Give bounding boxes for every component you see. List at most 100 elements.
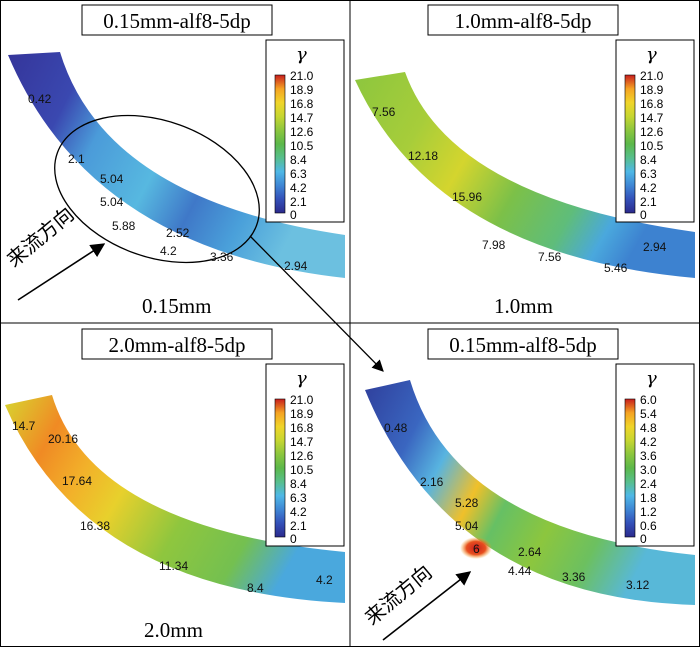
panel-3-value: 4.2: [316, 573, 333, 587]
legend-tick: 4.8: [640, 421, 657, 435]
legend-tick: 8.4: [290, 477, 307, 491]
panel-3-value: 16.38: [80, 519, 110, 533]
panel-4-title: 0.15mm-alf8-5dp: [449, 333, 597, 357]
panel-4-hotspot: [460, 537, 492, 559]
panel-2: 1.0mm-alf8-5dp 7.56 12.18 15.96 7.98 7.5…: [355, 4, 695, 318]
panel-4-value: 5.28: [455, 496, 479, 510]
legend-tick: 21.0: [290, 393, 314, 407]
legend-tick: 4.2: [640, 181, 657, 195]
panel-1-value: 3.36: [210, 250, 234, 264]
panel-3-value: 14.7: [12, 419, 36, 433]
panel-3-title: 2.0mm-alf8-5dp: [108, 333, 245, 357]
legend-tick: 2.1: [290, 519, 307, 533]
panel-1-caption: 0.15mm: [142, 294, 211, 318]
legend-tick: 12.6: [290, 449, 314, 463]
panel-1-flow-label: 来流方向: [2, 202, 79, 272]
panel-4-colorbar: [624, 398, 636, 538]
legend-tick: 16.8: [290, 421, 314, 435]
legend-tick: 5.4: [640, 407, 657, 421]
panel-2-value: 15.96: [452, 190, 482, 204]
panel-3-legend-symbol: γ: [296, 368, 307, 389]
legend-tick: 6.3: [640, 167, 657, 181]
panel-1-value: 2.94: [284, 259, 308, 273]
panel-3-value: 11.34: [159, 559, 188, 573]
legend-tick: 6.3: [290, 491, 307, 505]
panel-4-value: 3.36: [562, 570, 586, 584]
legend-tick: 14.7: [290, 111, 314, 125]
zoom-connector-arrow: [249, 235, 384, 372]
panel-2-value: 7.56: [372, 105, 396, 119]
panel-4-value: 2.64: [518, 545, 542, 559]
panel-4-value: 5.04: [455, 519, 479, 533]
panel-4-value: 4.44: [508, 564, 532, 578]
panel-2-caption: 1.0mm: [494, 294, 553, 318]
panel-4-title-box: [427, 328, 619, 360]
legend-tick: 6.3: [290, 167, 307, 181]
legend-tick: 21.0: [290, 69, 314, 83]
panel-2-value: 5.46: [604, 261, 628, 275]
panel-1-value: 0.42: [28, 92, 52, 106]
legend-tick: 3.6: [640, 449, 657, 463]
panel-1-legend-symbol: γ: [296, 44, 307, 65]
panel-1-legend-ticks: 21.0 18.9 16.8 14.7 12.6 10.5 8.4 6.3 4.…: [290, 69, 314, 222]
legend-tick: 10.5: [640, 139, 664, 153]
legend-tick: 18.9: [640, 83, 664, 97]
panel-2-title: 1.0mm-alf8-5dp: [454, 9, 591, 33]
legend-tick: 18.9: [290, 407, 314, 421]
legend-tick: 1.2: [640, 505, 657, 519]
legend-tick: 2.4: [640, 477, 657, 491]
legend-tick: 14.7: [640, 111, 664, 125]
panel-2-value: 7.56: [538, 250, 562, 264]
panel-4-legend-symbol: γ: [646, 368, 657, 389]
panel-4-value: 3.12: [626, 578, 650, 592]
panel-2-legend-ticks: 21.0 18.9 16.8 14.7 12.6 10.5 8.4 6.3 4.…: [640, 69, 664, 222]
legend-tick: 4.2: [290, 505, 307, 519]
panel-1-value: 4.2: [160, 244, 177, 258]
panel-3-colorbar: [274, 398, 286, 538]
panel-1-value: 5.04: [100, 195, 124, 209]
legend-tick: 0: [290, 208, 297, 222]
legend-tick: 16.8: [290, 97, 314, 111]
panel-4-flow-arrow: [382, 571, 472, 641]
panel-1-value: 5.04: [100, 172, 124, 186]
legend-tick: 18.9: [290, 83, 314, 97]
legend-tick: 14.7: [290, 435, 314, 449]
legend-tick: 8.4: [640, 153, 657, 167]
legend-tick: 0: [640, 208, 647, 222]
panel-2-value: 7.98: [482, 238, 506, 252]
legend-tick: 3.0: [640, 463, 657, 477]
panel-1: 0.15mm-alf8-5dp 0.42 2.1 5.04 5.04 5.88 …: [2, 4, 345, 318]
panel-2-contour-band: [355, 72, 695, 278]
legend-tick: 10.5: [290, 139, 314, 153]
panel-3-value: 17.64: [62, 474, 92, 488]
panel-1-value: 2.52: [166, 226, 190, 240]
legend-tick: 6.0: [640, 393, 657, 407]
legend-tick: 1.8: [640, 491, 657, 505]
panel-1-flow-arrow: [17, 243, 106, 301]
legend-tick: 0: [640, 532, 647, 546]
panel-1-value: 2.1: [68, 152, 85, 166]
panel-1-colorbar: [274, 74, 286, 214]
legend-tick: 8.4: [290, 153, 307, 167]
panel-2-value: 12.18: [408, 149, 438, 163]
panel-3-title-box: [81, 328, 273, 360]
panel-3: 2.0mm-alf8-5dp 14.7 20.16 17.64 16.38 11…: [5, 328, 345, 642]
panel-1-title-box: [81, 4, 273, 36]
panel-1-title: 0.15mm-alf8-5dp: [103, 9, 251, 33]
panel-4-value: 0.48: [384, 421, 408, 435]
legend-tick: 16.8: [640, 97, 664, 111]
panel-3-contour-band: [5, 395, 345, 603]
panel-4-contour-band: [365, 380, 695, 605]
legend-tick: 21.0: [640, 69, 664, 83]
panel-4-value: 2.16: [420, 475, 444, 489]
panel-3-legend-ticks: 21.0 18.9 16.8 14.7 12.6 10.5 8.4 6.3 4.…: [290, 393, 314, 546]
panel-2-legend-symbol: γ: [646, 44, 657, 65]
panel-1-highlight-ellipse: [54, 114, 260, 264]
panel-2-title-box: [427, 4, 619, 36]
panel-4-flow-label: 来流方向: [360, 560, 437, 630]
panel-2-colorbar: [624, 74, 636, 214]
panel-1-contour-band: [8, 52, 345, 278]
legend-tick: 2.1: [640, 195, 657, 209]
legend-tick: 10.5: [290, 463, 314, 477]
